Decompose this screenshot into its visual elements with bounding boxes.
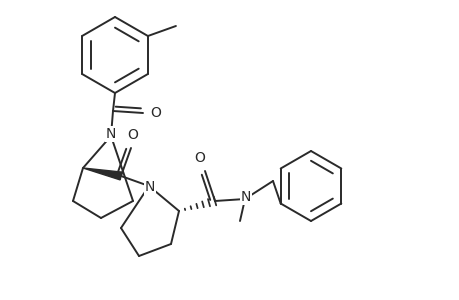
Text: O: O (194, 151, 205, 165)
Text: O: O (150, 106, 161, 120)
Text: N: N (106, 127, 116, 141)
Text: O: O (127, 128, 138, 142)
Text: N: N (241, 190, 251, 204)
Polygon shape (83, 168, 122, 180)
Text: N: N (145, 180, 155, 194)
